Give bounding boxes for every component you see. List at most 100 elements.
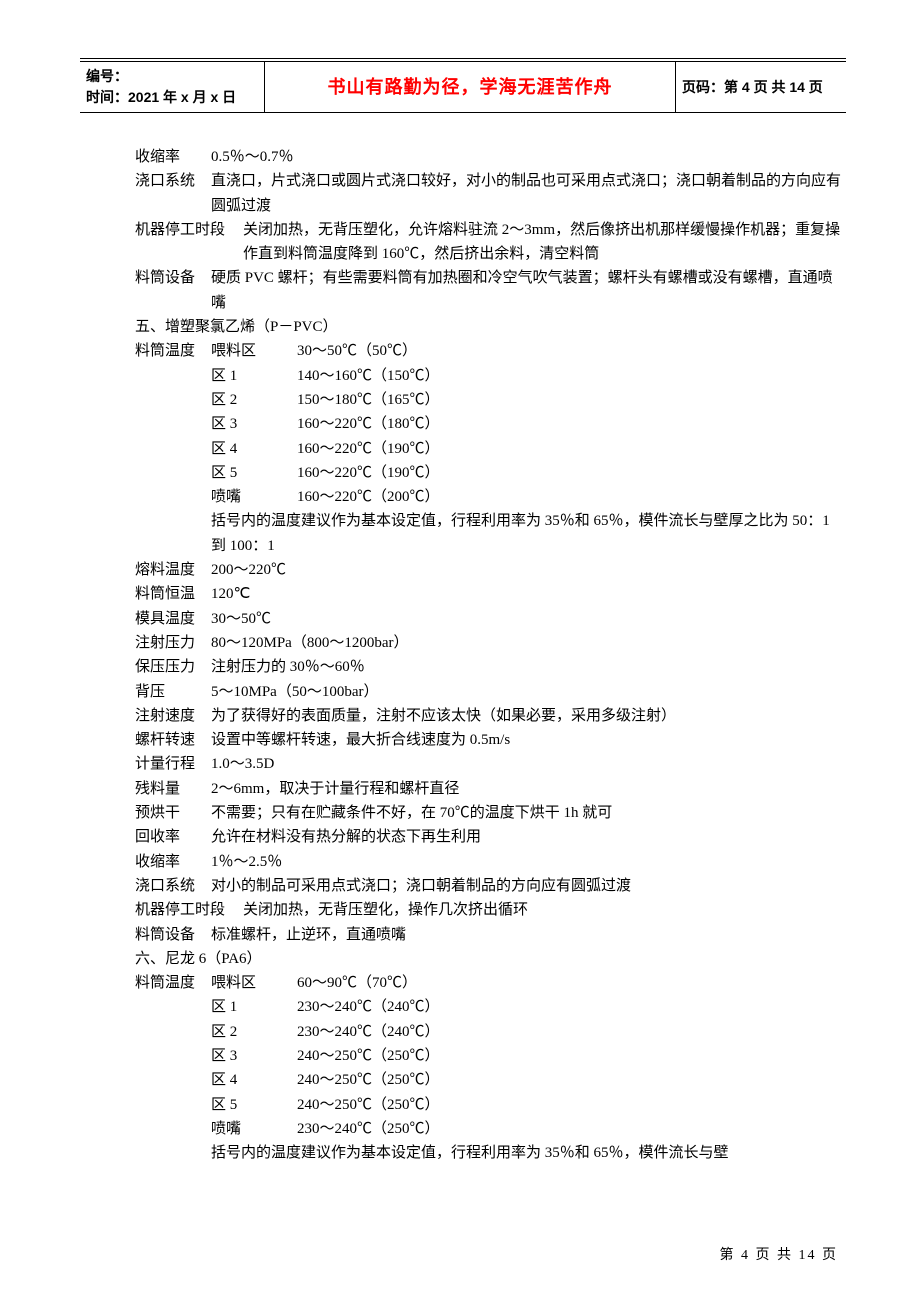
zone-name: 区 5 <box>211 461 297 485</box>
zone-name: 区 1 <box>211 995 297 1019</box>
barrel-label: 料筒温度 <box>135 971 211 995</box>
param-row: 机器停工时段 关闭加热，无背压塑化，允许熔料驻流 2～3mm，然后像挤出机那样缓… <box>135 218 846 267</box>
param-row: 预烘干不需要；只有在贮藏条件不好，在 70℃的温度下烘干 1h 就可 <box>135 801 846 825</box>
zone-name: 区 3 <box>211 1044 297 1068</box>
param-label: 回收率 <box>135 825 211 849</box>
barrel-zone-row: 区 5160～220℃（190℃） <box>211 461 846 485</box>
param-row: 料筒恒温120℃ <box>135 582 846 606</box>
param-value: 5～10MPa（50～100bar） <box>211 680 846 704</box>
zone-name: 区 4 <box>211 1068 297 1092</box>
param-value: 标准螺杆，止逆环，直通喷嘴 <box>211 923 846 947</box>
param-label: 料筒设备 <box>135 266 211 290</box>
zone-value: 150～180℃（165℃） <box>297 388 440 412</box>
zone-name: 区 4 <box>211 437 297 461</box>
barrel-temp-row: 料筒温度 喂料区60～90℃（70℃） 区 1230～240℃（240℃） 区 … <box>135 971 846 1165</box>
barrel-values: 喂料区60～90℃（70℃） 区 1230～240℃（240℃） 区 2230～… <box>211 971 846 1165</box>
param-label: 料筒恒温 <box>135 582 211 606</box>
param-value: 直浇口，片式浇口或圆片式浇口较好，对小的制品也可采用点式浇口；浇口朝着制品的方向… <box>211 169 846 218</box>
barrel-zone-row: 区 1140～160℃（150℃） <box>211 364 846 388</box>
param-row: 计量行程1.0～3.5D <box>135 752 846 776</box>
barrel-zone-row: 区 4240～250℃（250℃） <box>211 1068 846 1092</box>
barrel-zone-row: 区 3240～250℃（250℃） <box>211 1044 846 1068</box>
serial-label: 编号： <box>86 66 258 87</box>
barrel-zone-row: 区 2150～180℃（165℃） <box>211 388 846 412</box>
barrel-temp-row: 料筒温度 喂料区30～50℃（50℃） 区 1140～160℃（150℃） 区 … <box>135 339 846 558</box>
param-value: 关闭加热，无背压塑化，操作几次挤出循环 <box>243 898 846 922</box>
param-value: 30～50℃ <box>211 607 846 631</box>
zone-name: 喷嘴 <box>211 1117 297 1141</box>
header-center: 书山有路勤为径，学海无涯苦作舟 <box>265 62 676 112</box>
zone-value: 160～220℃（200℃） <box>297 485 440 509</box>
param-row: 螺杆转速设置中等螺杆转速，最大折合线速度为 0.5m/s <box>135 728 846 752</box>
barrel-label: 料筒温度 <box>135 339 211 363</box>
barrel-zone-row: 喂料区60～90℃（70℃） <box>211 971 846 995</box>
param-label: 熔料温度 <box>135 558 211 582</box>
param-label: 保压压力 <box>135 655 211 679</box>
param-row: 注射压力80～120MPa（800～1200bar） <box>135 631 846 655</box>
param-label: 浇口系统 <box>135 169 211 193</box>
barrel-zone-row: 喂料区30～50℃（50℃） <box>211 339 846 363</box>
zone-value: 60～90℃（70℃） <box>297 971 417 995</box>
zone-value: 160～220℃（190℃） <box>297 437 440 461</box>
header-left: 编号： 时间：2021 年 x 月 x 日 <box>80 62 265 112</box>
param-label: 机器停工时段 <box>135 898 243 922</box>
barrel-note: 括号内的温度建议作为基本设定值，行程利用率为 35％和 65％，模件流长与壁 <box>211 1141 846 1165</box>
param-label: 残料量 <box>135 777 211 801</box>
zone-name: 区 1 <box>211 364 297 388</box>
param-label: 计量行程 <box>135 752 211 776</box>
barrel-note: 括号内的温度建议作为基本设定值，行程利用率为 35％和 65％，模件流长与壁厚之… <box>211 509 846 558</box>
param-row: 料筒设备标准螺杆，止逆环，直通喷嘴 <box>135 923 846 947</box>
param-value: 为了获得好的表面质量，注射不应该太快（如果必要，采用多级注射） <box>211 704 846 728</box>
param-value: 1％～2.5％ <box>211 850 846 874</box>
top-rule <box>80 58 846 59</box>
param-row: 注射速度为了获得好的表面质量，注射不应该太快（如果必要，采用多级注射） <box>135 704 846 728</box>
param-label: 浇口系统 <box>135 874 211 898</box>
param-label: 预烘干 <box>135 801 211 825</box>
zone-name: 区 5 <box>211 1093 297 1117</box>
header-box: 编号： 时间：2021 年 x 月 x 日 书山有路勤为径，学海无涯苦作舟 页码… <box>80 61 846 113</box>
barrel-zone-row: 区 1230～240℃（240℃） <box>211 995 846 1019</box>
barrel-zone-row: 区 5240～250℃（250℃） <box>211 1093 846 1117</box>
header-pager: 页码：第 4 页 共 14 页 <box>682 77 823 98</box>
zone-value: 140～160℃（150℃） <box>297 364 440 388</box>
param-value: 硬质 PVC 螺杆；有些需要料筒有加热圈和冷空气吹气装置；螺杆头有螺槽或没有螺槽… <box>211 266 846 315</box>
document-body: 收缩率 0.5％～0.7％ 浇口系统 直浇口，片式浇口或圆片式浇口较好，对小的制… <box>80 145 846 1165</box>
param-value: 不需要；只有在贮藏条件不好，在 70℃的温度下烘干 1h 就可 <box>211 801 846 825</box>
param-label: 模具温度 <box>135 607 211 631</box>
zone-value: 230～240℃（240℃） <box>297 995 440 1019</box>
barrel-values: 喂料区30～50℃（50℃） 区 1140～160℃（150℃） 区 2150～… <box>211 339 846 558</box>
param-label: 背压 <box>135 680 211 704</box>
param-value: 注射压力的 30％～60％ <box>211 655 846 679</box>
param-row: 回收率允许在材料没有热分解的状态下再生利用 <box>135 825 846 849</box>
param-label: 料筒设备 <box>135 923 211 947</box>
zone-value: 230～240℃（240℃） <box>297 1020 440 1044</box>
param-value: 120℃ <box>211 582 846 606</box>
param-row: 收缩率 0.5％～0.7％ <box>135 145 846 169</box>
zone-value: 240～250℃（250℃） <box>297 1044 440 1068</box>
barrel-zone-row: 区 3160～220℃（180℃） <box>211 412 846 436</box>
param-label: 机器停工时段 <box>135 218 243 242</box>
param-row: 浇口系统 直浇口，片式浇口或圆片式浇口较好，对小的制品也可采用点式浇口；浇口朝着… <box>135 169 846 218</box>
section-6-title: 六、尼龙 6（PA6） <box>80 947 846 971</box>
param-label: 螺杆转速 <box>135 728 211 752</box>
page: 编号： 时间：2021 年 x 月 x 日 书山有路勤为径，学海无涯苦作舟 页码… <box>0 0 920 1302</box>
param-value: 对小的制品可采用点式浇口；浇口朝着制品的方向应有圆弧过渡 <box>211 874 846 898</box>
zone-name: 区 2 <box>211 388 297 412</box>
zone-value: 160～220℃（180℃） <box>297 412 440 436</box>
param-value: 1.0～3.5D <box>211 752 846 776</box>
zone-name: 喂料区 <box>211 971 297 995</box>
zone-value: 240～250℃（250℃） <box>297 1068 440 1092</box>
param-value: 关闭加热，无背压塑化，允许熔料驻流 2～3mm，然后像挤出机那样缓慢操作机器；重… <box>243 218 846 267</box>
param-value: 80～120MPa（800～1200bar） <box>211 631 846 655</box>
zone-name: 喂料区 <box>211 339 297 363</box>
param-value: 2～6mm，取决于计量行程和螺杆直径 <box>211 777 846 801</box>
param-value: 设置中等螺杆转速，最大折合线速度为 0.5m/s <box>211 728 846 752</box>
barrel-zone-row: 区 2230～240℃（240℃） <box>211 1020 846 1044</box>
param-row: 模具温度30～50℃ <box>135 607 846 631</box>
param-row: 机器停工时段关闭加热，无背压塑化，操作几次挤出循环 <box>135 898 846 922</box>
param-label: 收缩率 <box>135 850 211 874</box>
barrel-zone-row: 喷嘴230～240℃（250℃） <box>211 1117 846 1141</box>
barrel-zone-row: 喷嘴160～220℃（200℃） <box>211 485 846 509</box>
param-row: 浇口系统对小的制品可采用点式浇口；浇口朝着制品的方向应有圆弧过渡 <box>135 874 846 898</box>
barrel-zone-row: 区 4160～220℃（190℃） <box>211 437 846 461</box>
